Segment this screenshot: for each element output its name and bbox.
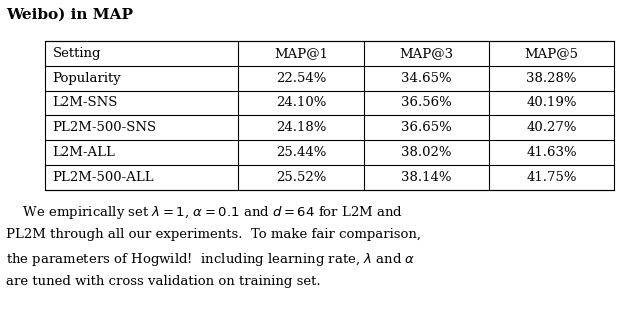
Text: L2M-SNS: L2M-SNS [52, 96, 118, 109]
Text: Popularity: Popularity [52, 72, 121, 85]
Text: MAP@3: MAP@3 [399, 47, 454, 60]
Text: 25.44%: 25.44% [276, 146, 326, 159]
Text: 40.27%: 40.27% [527, 121, 577, 134]
Text: 22.54%: 22.54% [276, 72, 326, 85]
Text: PL2M-500-SNS: PL2M-500-SNS [52, 121, 157, 134]
Text: 36.65%: 36.65% [401, 121, 452, 134]
Text: Setting: Setting [52, 47, 101, 60]
Text: PL2M-500-ALL: PL2M-500-ALL [52, 171, 154, 184]
Text: 41.63%: 41.63% [527, 146, 577, 159]
Text: MAP@5: MAP@5 [525, 47, 579, 60]
Text: 25.52%: 25.52% [276, 171, 326, 184]
Text: 36.56%: 36.56% [401, 96, 452, 109]
Text: 34.65%: 34.65% [401, 72, 452, 85]
Text: 38.02%: 38.02% [401, 146, 452, 159]
Text: 41.75%: 41.75% [527, 171, 577, 184]
Text: 38.28%: 38.28% [527, 72, 577, 85]
Text: Weibo) in MAP: Weibo) in MAP [6, 8, 133, 22]
Text: are tuned with cross validation on training set.: are tuned with cross validation on train… [6, 275, 321, 288]
Text: MAP@1: MAP@1 [274, 47, 328, 60]
Text: the parameters of Hogwild!  including learning rate, $\lambda$ and $\alpha$: the parameters of Hogwild! including lea… [6, 251, 416, 268]
Text: 40.19%: 40.19% [527, 96, 577, 109]
Text: 38.14%: 38.14% [401, 171, 452, 184]
Text: PL2M through all our experiments.  To make fair comparison,: PL2M through all our experiments. To mak… [6, 228, 421, 240]
Text: 24.10%: 24.10% [276, 96, 326, 109]
Text: L2M-ALL: L2M-ALL [52, 146, 115, 159]
Text: We empirically set $\lambda = 1$, $\alpha = 0.1$ and $d = 64$ for L2M and: We empirically set $\lambda = 1$, $\alph… [6, 204, 403, 221]
Text: 24.18%: 24.18% [276, 121, 326, 134]
